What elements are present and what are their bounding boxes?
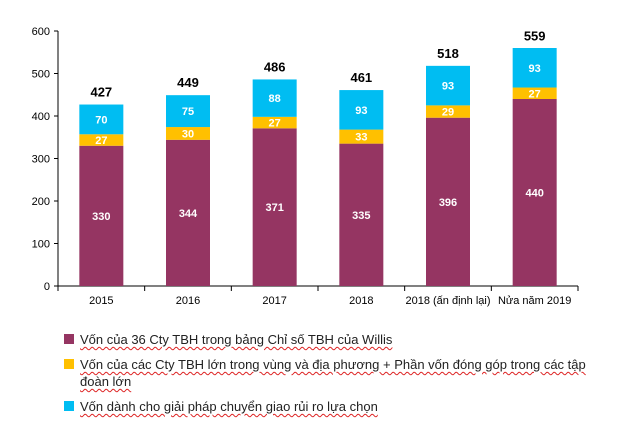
segment-value-label: 30 bbox=[182, 128, 194, 140]
y-tick-label: 200 bbox=[32, 196, 50, 208]
y-tick-label: 400 bbox=[32, 111, 50, 123]
bar-segment bbox=[426, 117, 470, 286]
segment-value-label: 396 bbox=[439, 197, 457, 209]
legend-item: Vốn của 36 Cty TBH trong bảng Chỉ số TBH… bbox=[64, 331, 594, 348]
legend: Vốn của 36 Cty TBH trong bảng Chỉ số TBH… bbox=[64, 331, 594, 423]
legend-swatch-alternative bbox=[64, 401, 74, 411]
bar-segment bbox=[512, 87, 557, 99]
bar-segment bbox=[339, 143, 384, 286]
bar-segment bbox=[252, 128, 297, 286]
bar-segment bbox=[512, 48, 557, 88]
x-category-label: 2017 bbox=[262, 295, 286, 307]
segment-value-label: 344 bbox=[179, 208, 198, 220]
segment-value-label: 93 bbox=[355, 105, 367, 117]
y-tick-label: 500 bbox=[32, 69, 50, 81]
total-value-label: 486 bbox=[264, 59, 286, 74]
legend-swatch-regional bbox=[64, 359, 74, 369]
segment-value-label: 75 bbox=[182, 106, 194, 118]
total-value-label: 427 bbox=[90, 85, 112, 100]
segment-value-label: 335 bbox=[352, 210, 370, 222]
y-tick-label: 0 bbox=[44, 281, 50, 293]
bar-segment bbox=[79, 104, 124, 135]
x-category-label: 2015 bbox=[89, 295, 113, 307]
x-category-label: 2016 bbox=[176, 295, 200, 307]
legend-swatch-willis bbox=[64, 334, 74, 344]
segment-value-label: 330 bbox=[92, 211, 110, 223]
segment-value-label: 29 bbox=[442, 107, 454, 119]
legend-label-regional: Vốn của các Cty TBH lớn trong vùng và đị… bbox=[80, 357, 586, 389]
y-tick-label: 100 bbox=[32, 239, 50, 251]
segment-value-label: 70 bbox=[95, 114, 107, 126]
total-value-label: 518 bbox=[437, 46, 459, 61]
legend-label-willis: Vốn của 36 Cty TBH trong bảng Chỉ số TBH… bbox=[80, 332, 393, 347]
legend-item: Vốn của các Cty TBH lớn trong vùng và đị… bbox=[64, 356, 594, 390]
total-value-label: 559 bbox=[524, 28, 546, 43]
bar-segment bbox=[166, 139, 210, 286]
segment-value-label: 27 bbox=[95, 135, 107, 147]
total-value-label: 449 bbox=[177, 75, 199, 90]
segment-value-label: 440 bbox=[525, 188, 543, 200]
segment-value-label: 93 bbox=[529, 63, 541, 75]
segment-value-label: 93 bbox=[442, 81, 454, 93]
bar-segment bbox=[426, 65, 470, 106]
bar-segment bbox=[339, 90, 384, 130]
segment-value-label: 33 bbox=[355, 132, 367, 144]
bar-segment bbox=[252, 116, 297, 129]
y-tick-label: 300 bbox=[32, 154, 50, 166]
bar-segment bbox=[339, 129, 384, 144]
segment-value-label: 27 bbox=[269, 118, 281, 130]
bar-segment bbox=[166, 127, 210, 140]
bar-segment bbox=[79, 145, 124, 286]
x-category-label: 2018 bbox=[349, 295, 373, 307]
x-category-label: 2018 (ấn định lại) bbox=[405, 295, 490, 307]
bar-segment bbox=[426, 105, 470, 118]
bar-segment bbox=[166, 95, 210, 128]
segment-value-label: 27 bbox=[529, 88, 541, 100]
bar-segment bbox=[79, 134, 124, 146]
y-tick-label: 600 bbox=[32, 26, 50, 38]
legend-item: Vốn dành cho giải pháp chuyển giao rủi r… bbox=[64, 398, 594, 415]
segment-value-label: 371 bbox=[265, 202, 283, 214]
bar-segment bbox=[252, 79, 297, 117]
bar-segment bbox=[512, 99, 557, 286]
segment-value-label: 88 bbox=[269, 93, 281, 105]
x-category-label: Nửa năm 2019 bbox=[498, 295, 571, 307]
total-value-label: 461 bbox=[350, 70, 372, 85]
legend-label-alternative: Vốn dành cho giải pháp chuyển giao rủi r… bbox=[80, 399, 378, 414]
